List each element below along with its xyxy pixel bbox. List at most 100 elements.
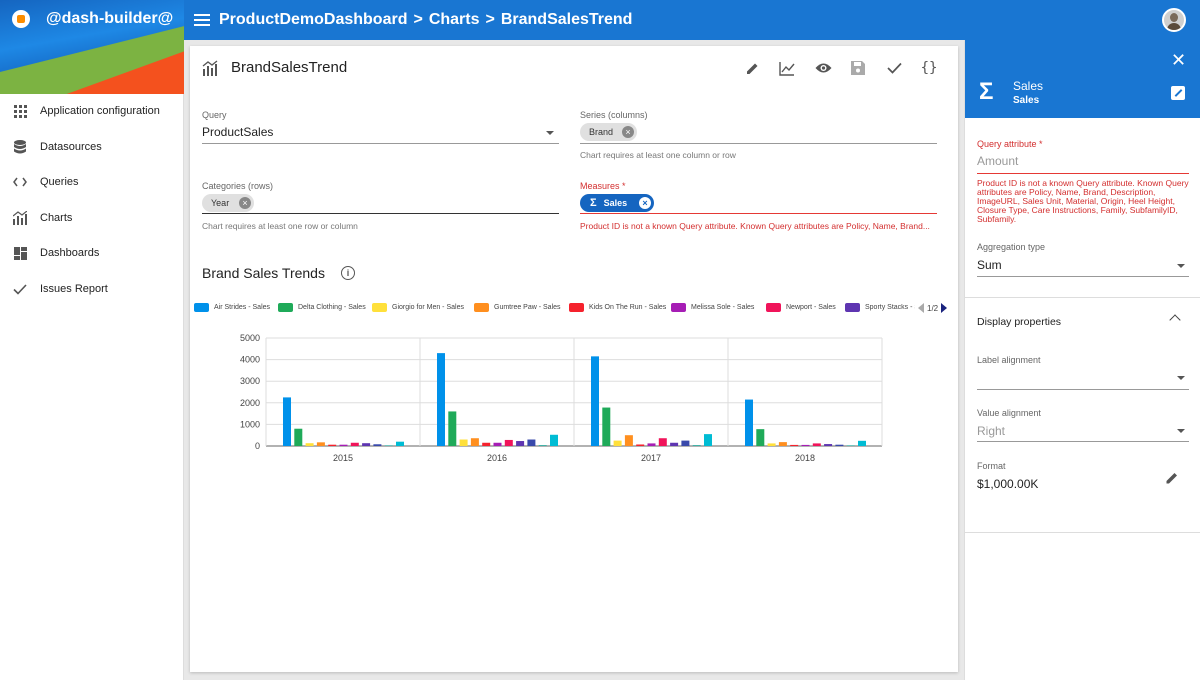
bar[interactable] xyxy=(704,434,712,446)
legend-item[interactable]: Gumtree Paw - Sales xyxy=(474,303,561,312)
bar[interactable] xyxy=(362,443,371,446)
panel-subtitle: Sales xyxy=(1013,95,1040,106)
sidebar-item-charts[interactable]: Charts xyxy=(0,203,184,233)
sidebar-item-datasources[interactable]: Datasources xyxy=(0,132,184,162)
edit-icon[interactable] xyxy=(742,58,762,78)
eye-icon[interactable] xyxy=(813,58,833,78)
bar[interactable] xyxy=(316,442,325,446)
bar[interactable] xyxy=(493,442,502,446)
bar[interactable] xyxy=(824,444,833,446)
bar[interactable] xyxy=(527,439,536,446)
bar[interactable] xyxy=(778,442,787,446)
bar[interactable] xyxy=(437,353,445,446)
bar[interactable] xyxy=(516,441,525,446)
query-select[interactable]: ProductSales xyxy=(202,125,274,139)
edit-format-icon[interactable] xyxy=(1165,471,1179,485)
legend-label: Newport - Sales xyxy=(786,304,836,311)
bar[interactable] xyxy=(339,444,348,446)
save-icon[interactable] xyxy=(848,58,868,78)
chevron-up-icon[interactable] xyxy=(1169,314,1181,326)
sidebar-item-issues-report[interactable]: Issues Report xyxy=(0,274,184,304)
legend-item[interactable]: Newport - Sales xyxy=(766,303,836,312)
legend-item[interactable]: Delta Clothing - Sales xyxy=(278,303,366,312)
series-chip[interactable]: Brand × xyxy=(580,123,637,141)
chevron-down-icon[interactable] xyxy=(546,131,554,135)
bar[interactable] xyxy=(384,445,393,446)
bar[interactable] xyxy=(681,440,690,446)
bar[interactable] xyxy=(305,443,314,446)
bar[interactable] xyxy=(756,429,765,446)
bar[interactable] xyxy=(328,444,337,446)
measures-error: Product ID is not a known Query attribut… xyxy=(580,221,930,231)
remove-chip-icon[interactable]: × xyxy=(239,197,251,209)
measures-chip[interactable]: Σ Sales × xyxy=(580,194,654,212)
bar[interactable] xyxy=(624,435,633,446)
line-chart-icon[interactable] xyxy=(777,58,797,78)
close-icon[interactable]: ✕ xyxy=(1171,50,1187,70)
breadcrumb-dashboard[interactable]: ProductDemoDashboard xyxy=(219,11,408,28)
braces-icon[interactable]: {} xyxy=(920,60,938,76)
bar[interactable] xyxy=(636,444,645,446)
chevron-down-icon[interactable] xyxy=(1177,376,1185,380)
sidebar-item-queries[interactable]: Queries xyxy=(0,167,184,197)
bar[interactable] xyxy=(658,438,667,446)
bar[interactable] xyxy=(692,445,701,446)
bar[interactable] xyxy=(647,443,656,446)
app-name[interactable]: @dash-builder@ xyxy=(46,10,174,27)
series-label: Series (columns) xyxy=(580,110,648,120)
bar[interactable] xyxy=(459,439,468,446)
bar[interactable] xyxy=(448,411,457,446)
bar[interactable] xyxy=(482,442,491,446)
legend-item[interactable]: Air Strides - Sales xyxy=(194,303,270,312)
sidebar-item-dashboards[interactable]: Dashboards xyxy=(0,238,184,268)
aggregation-select[interactable]: Sum xyxy=(977,258,1002,272)
bar[interactable] xyxy=(835,444,844,446)
bar[interactable] xyxy=(602,407,611,446)
legend-label: Delta Clothing - Sales xyxy=(298,304,366,311)
legend-item[interactable]: Sporty Stacks - Sales xyxy=(845,303,915,312)
legend-next-icon[interactable] xyxy=(941,303,948,313)
bar[interactable] xyxy=(812,443,821,446)
info-icon[interactable]: i xyxy=(341,266,355,280)
legend-prev-icon[interactable] xyxy=(918,303,924,313)
display-properties-heading[interactable]: Display properties xyxy=(977,316,1062,328)
bar[interactable] xyxy=(613,440,622,446)
bar[interactable] xyxy=(858,440,866,446)
user-avatar[interactable] xyxy=(1162,8,1186,32)
aggregation-underline xyxy=(977,276,1189,277)
query-attribute-input[interactable]: Amount xyxy=(977,154,1019,168)
remove-chip-icon[interactable]: × xyxy=(639,197,651,209)
edit-name-icon[interactable] xyxy=(1171,86,1185,100)
categories-chip[interactable]: Year × xyxy=(202,194,254,212)
remove-chip-icon[interactable]: × xyxy=(622,126,634,138)
bar[interactable] xyxy=(538,445,547,446)
bar[interactable] xyxy=(745,399,753,446)
bar[interactable] xyxy=(550,434,558,446)
check-icon[interactable] xyxy=(884,58,904,78)
legend-item[interactable]: Melissa Sole - Sales xyxy=(671,303,754,312)
breadcrumb-charts[interactable]: Charts xyxy=(428,11,480,28)
value-alignment-select[interactable]: Right xyxy=(977,424,1006,438)
bar[interactable] xyxy=(294,428,303,446)
legend-item[interactable]: Giorgio for Men - Sales xyxy=(372,303,464,312)
bar[interactable] xyxy=(846,445,855,446)
bar[interactable] xyxy=(504,439,513,446)
sigma-icon: Σ xyxy=(979,78,994,105)
bar[interactable] xyxy=(670,442,679,446)
legend-item[interactable]: Kids On The Run - Sales xyxy=(569,303,666,312)
series-underline xyxy=(580,143,937,144)
menu-icon[interactable] xyxy=(194,11,210,29)
chevron-down-icon[interactable] xyxy=(1177,264,1185,268)
bar[interactable] xyxy=(591,356,599,446)
bar[interactable] xyxy=(470,438,479,446)
chevron-down-icon[interactable] xyxy=(1177,429,1185,433)
bar[interactable] xyxy=(350,442,359,446)
bar[interactable] xyxy=(373,444,382,446)
bar[interactable] xyxy=(767,443,776,446)
bar[interactable] xyxy=(283,397,291,446)
bar[interactable] xyxy=(801,444,810,446)
sidebar-item-application-configuration[interactable]: Application configuration xyxy=(0,96,184,126)
bar[interactable] xyxy=(790,444,799,446)
query-underline xyxy=(202,143,559,144)
bar[interactable] xyxy=(396,441,404,446)
